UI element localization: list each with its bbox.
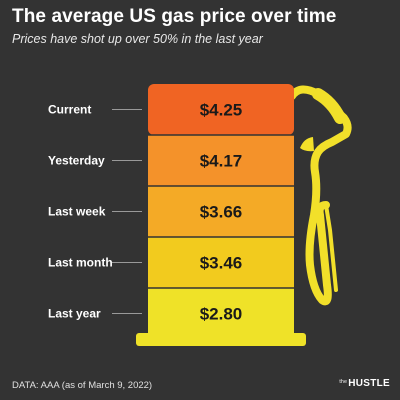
brand-logo-name: HUSTLE: [348, 378, 390, 389]
price-band-last-week: [148, 186, 294, 237]
category-label: Last year: [48, 307, 101, 321]
category-label: Yesterday: [48, 154, 105, 168]
data-source: DATA: AAA (as of March 9, 2022): [12, 380, 153, 391]
price-band-last-month: [148, 237, 294, 288]
fuel-nozzle-icon: [288, 85, 352, 306]
price-band-last-year: [148, 288, 294, 339]
category-label: Last month: [48, 256, 113, 270]
brand-logo: theHUSTLE: [339, 378, 390, 389]
chart-title: The average US gas price over time: [12, 6, 337, 27]
price-band-current: [148, 84, 294, 135]
category-label: Last week: [48, 205, 106, 219]
price-value-label: $2.80: [200, 305, 243, 324]
price-value-label: $4.17: [200, 152, 243, 171]
price-value-label: $4.25: [200, 101, 243, 120]
chart-bands: Current $4.25 Yesterday $4.17 Last week $3.66…: [48, 84, 294, 339]
category-label: Current: [48, 103, 91, 117]
price-band-yesterday: [148, 135, 294, 186]
price-value-label: $3.46: [200, 254, 243, 273]
price-value-label: $3.66: [200, 203, 243, 222]
brand-logo-prefix: the: [339, 379, 348, 385]
chart-subtitle: Prices have shot up over 50% in the last…: [12, 32, 263, 46]
